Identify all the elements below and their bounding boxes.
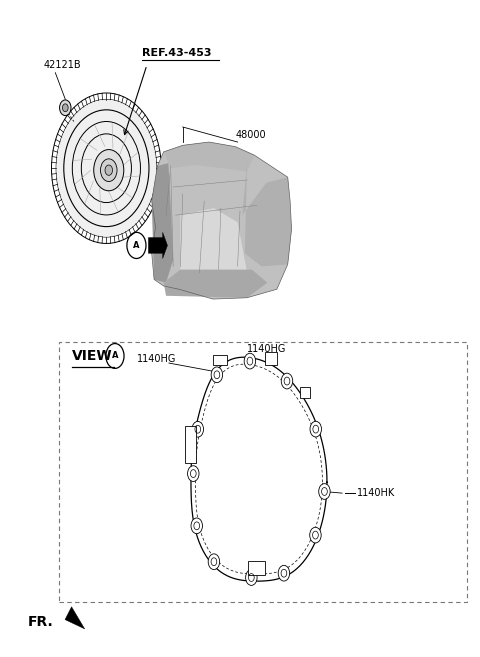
Polygon shape (152, 163, 173, 283)
Bar (265, 352, 276, 365)
Circle shape (94, 150, 124, 191)
Text: 1140HG: 1140HG (137, 354, 177, 364)
Circle shape (278, 566, 289, 581)
Polygon shape (152, 142, 291, 299)
Text: A: A (133, 241, 140, 250)
Circle shape (100, 159, 117, 181)
Circle shape (281, 373, 293, 389)
Circle shape (310, 421, 322, 437)
Circle shape (192, 421, 204, 437)
Text: A: A (112, 351, 118, 361)
Polygon shape (164, 142, 254, 171)
Text: 1140HG: 1140HG (247, 344, 287, 354)
Circle shape (246, 570, 257, 585)
Circle shape (319, 484, 330, 499)
Text: 1140HK: 1140HK (357, 488, 395, 499)
Circle shape (60, 100, 71, 116)
Polygon shape (180, 208, 247, 273)
Polygon shape (242, 162, 291, 266)
Polygon shape (164, 269, 267, 298)
Bar (59, 342, 467, 602)
Text: REF.43-453: REF.43-453 (142, 49, 212, 58)
Text: FR.: FR. (28, 616, 53, 629)
Bar (185, 426, 196, 463)
Circle shape (188, 466, 199, 482)
Bar (213, 355, 228, 365)
Circle shape (62, 104, 68, 112)
Circle shape (244, 353, 256, 369)
Circle shape (211, 367, 223, 382)
Polygon shape (148, 233, 168, 258)
Bar (248, 560, 265, 575)
Circle shape (191, 518, 203, 533)
Circle shape (105, 165, 112, 175)
Circle shape (310, 528, 321, 543)
Text: 48000: 48000 (235, 130, 266, 140)
Circle shape (208, 554, 220, 570)
Text: 42121B: 42121B (43, 60, 81, 70)
Text: VIEW: VIEW (72, 349, 113, 363)
Circle shape (56, 99, 156, 237)
Bar (300, 387, 310, 397)
Polygon shape (65, 606, 84, 629)
